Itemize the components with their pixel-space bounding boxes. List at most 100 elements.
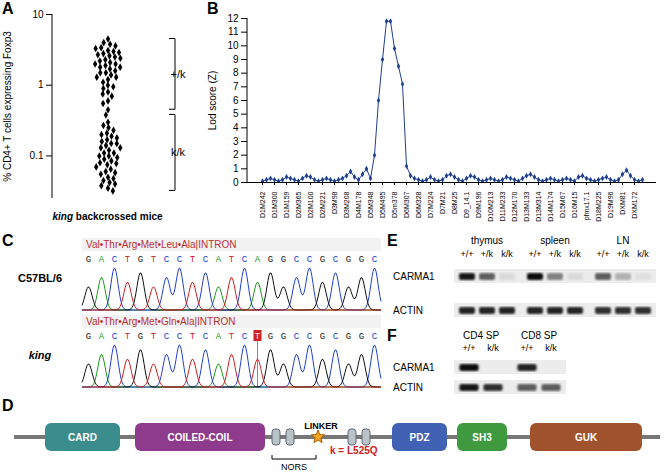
svg-text:D13M133: D13M133: [523, 191, 530, 221]
svg-text:D6M307: D6M307: [403, 191, 410, 218]
svg-text:C: C: [307, 332, 313, 342]
svg-text:CD8 SP: CD8 SP: [521, 330, 557, 341]
svg-text:ACTIN: ACTIN: [393, 305, 423, 316]
svg-text:A: A: [216, 332, 222, 342]
svg-text:k/k: k/k: [487, 343, 499, 353]
svg-text:k/k: k/k: [501, 249, 513, 259]
svg-text:7: 7: [233, 81, 239, 92]
svg-text:12: 12: [227, 13, 239, 24]
svg-text:3: 3: [233, 136, 239, 147]
svg-text:+/k: +/k: [171, 68, 186, 80]
svg-text:0: 0: [233, 177, 239, 188]
svg-text:G: G: [138, 332, 143, 342]
svg-text:D5M495: D5M495: [379, 191, 386, 218]
svg-text:1: 1: [38, 79, 44, 90]
svg-text:COILED-COIL: COILED-COIL: [168, 432, 233, 443]
svg-text:G: G: [359, 255, 364, 265]
svg-text:8: 8: [233, 67, 239, 78]
svg-text:LINKER: LINKER: [304, 421, 338, 431]
svg-text:C: C: [242, 255, 248, 265]
svg-text:G: G: [281, 332, 286, 342]
svg-text:G: G: [320, 255, 325, 265]
svg-text:T: T: [125, 255, 131, 265]
svg-text:E: E: [387, 232, 398, 249]
svg-text:G: G: [320, 332, 325, 342]
svg-text:C: C: [112, 255, 118, 265]
svg-text:GUK: GUK: [575, 432, 598, 443]
svg-text:king backcrossed mice: king backcrossed mice: [52, 211, 162, 222]
svg-text:DXM81: DXM81: [619, 191, 626, 214]
svg-text:T: T: [190, 332, 196, 342]
svg-text:6: 6: [233, 95, 239, 106]
svg-text:D2M221: D2M221: [319, 191, 326, 218]
svg-text:T: T: [151, 255, 157, 265]
svg-text:C: C: [112, 332, 118, 342]
svg-text:1: 1: [233, 163, 239, 174]
svg-text:G: G: [138, 255, 143, 265]
svg-text:D15M67: D15M67: [559, 191, 566, 218]
svg-text:C: C: [372, 332, 378, 342]
svg-text:% CD4+ T cells expressing Foxp: % CD4+ T cells expressing Foxp3: [2, 31, 13, 182]
svg-text:PDZ: PDZ: [410, 432, 430, 443]
svg-text:D9M196: D9M196: [475, 191, 482, 218]
svg-text:D13M314: D13M314: [535, 191, 542, 221]
svg-text:D7M224: D7M224: [427, 191, 434, 218]
svg-text:Val•Thr•Arg•Met•Leu•Ala|INTRON: Val•Thr•Arg•Met•Leu•Ala|INTRON: [86, 239, 237, 250]
svg-text:T: T: [255, 332, 261, 342]
svg-text:C: C: [333, 255, 339, 265]
svg-text:G: G: [359, 332, 364, 342]
svg-text:2: 2: [233, 149, 239, 160]
svg-text:CARMA1: CARMA1: [393, 271, 435, 282]
svg-text:T: T: [229, 332, 235, 342]
svg-text:D16M15: D16M15: [571, 191, 578, 218]
svg-text:G: G: [86, 255, 91, 265]
svg-text:k/k: k/k: [637, 249, 649, 259]
svg-text:NORS: NORS: [281, 462, 307, 472]
svg-text:A: A: [99, 255, 105, 265]
svg-text:D18M225: D18M225: [595, 191, 602, 221]
svg-text:D1M159: D1M159: [283, 191, 290, 218]
svg-text:k/k: k/k: [569, 249, 581, 259]
svg-text:D2M100: D2M100: [307, 191, 314, 218]
svg-text:CARMA1: CARMA1: [393, 362, 435, 373]
svg-text:spleen: spleen: [540, 235, 569, 246]
svg-text:D4M178: D4M178: [355, 191, 362, 218]
svg-text:+/+: +/+: [520, 343, 533, 353]
svg-text:C: C: [294, 255, 300, 265]
svg-text:D9_14.1: D9_14.1: [463, 191, 471, 218]
svg-text:C: C: [2, 232, 14, 249]
svg-text:D6M328: D6M328: [415, 191, 422, 218]
svg-text:+/+: +/+: [528, 249, 541, 259]
svg-text:C: C: [333, 332, 339, 342]
svg-text:D2M365: D2M365: [295, 191, 302, 218]
svg-text:10: 10: [227, 40, 239, 51]
svg-text:D12M170: D12M170: [511, 191, 518, 221]
svg-text:D14M174: D14M174: [547, 191, 554, 221]
svg-text:D19M96: D19M96: [607, 191, 614, 218]
svg-text:5: 5: [233, 108, 239, 119]
svg-text:T: T: [190, 255, 196, 265]
svg-text:C: C: [177, 255, 183, 265]
svg-text:CD4 SP: CD4 SP: [463, 330, 499, 341]
svg-text:G: G: [86, 332, 91, 342]
svg-text:+/+: +/+: [462, 343, 475, 353]
svg-text:k = L525Q: k = L525Q: [330, 445, 378, 456]
svg-text:DXM172: DXM172: [631, 191, 638, 218]
svg-text:D: D: [2, 397, 14, 414]
svg-text:+/k: +/k: [617, 249, 630, 259]
svg-text:A: A: [99, 332, 105, 342]
svg-text:SH3: SH3: [472, 432, 492, 443]
svg-text:C: C: [164, 332, 170, 342]
svg-text:D5m378: D5m378: [391, 191, 398, 218]
svg-text:C: C: [242, 332, 248, 342]
svg-text:0.1: 0.1: [30, 150, 44, 161]
svg-text:T: T: [151, 332, 157, 342]
svg-text:king: king: [29, 349, 52, 361]
svg-text:C: C: [372, 255, 378, 265]
svg-text:Val•Thr•Arg•Met•Gln•Ala|INTRON: Val•Thr•Arg•Met•Gln•Ala|INTRON: [86, 316, 235, 327]
svg-text:C: C: [164, 255, 170, 265]
svg-text:D3M98: D3M98: [331, 191, 338, 214]
svg-text:C: C: [203, 332, 209, 342]
svg-text:D5M348: D5M348: [367, 191, 374, 218]
svg-text:11: 11: [228, 26, 239, 37]
